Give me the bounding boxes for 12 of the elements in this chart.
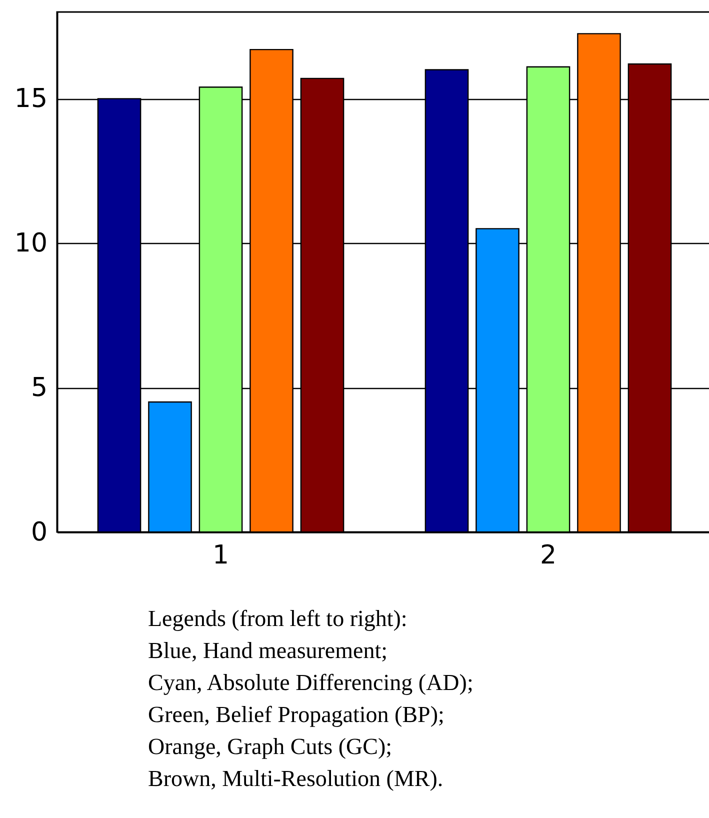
text: Green, Belief Propagation (BP); [148, 701, 446, 729]
x-tick-label: 2 [540, 540, 557, 570]
y-tick-label: 15 [14, 84, 48, 114]
text: Brown, Multi-Resolution (MR). [148, 765, 444, 793]
text: Orange, Graph Cuts (GC); [148, 733, 394, 761]
y-tick-label: 5 [30, 373, 48, 404]
y-tick-label: 0 [30, 518, 48, 548]
y-tick-label: 10 [14, 228, 48, 259]
text: Cyan, Absolute Differencing (AD); [148, 669, 474, 697]
text: Blue, Hand measurement; [148, 637, 389, 665]
text: Legends (from left to right): [148, 605, 408, 633]
x-tick-label: 1 [212, 540, 230, 570]
